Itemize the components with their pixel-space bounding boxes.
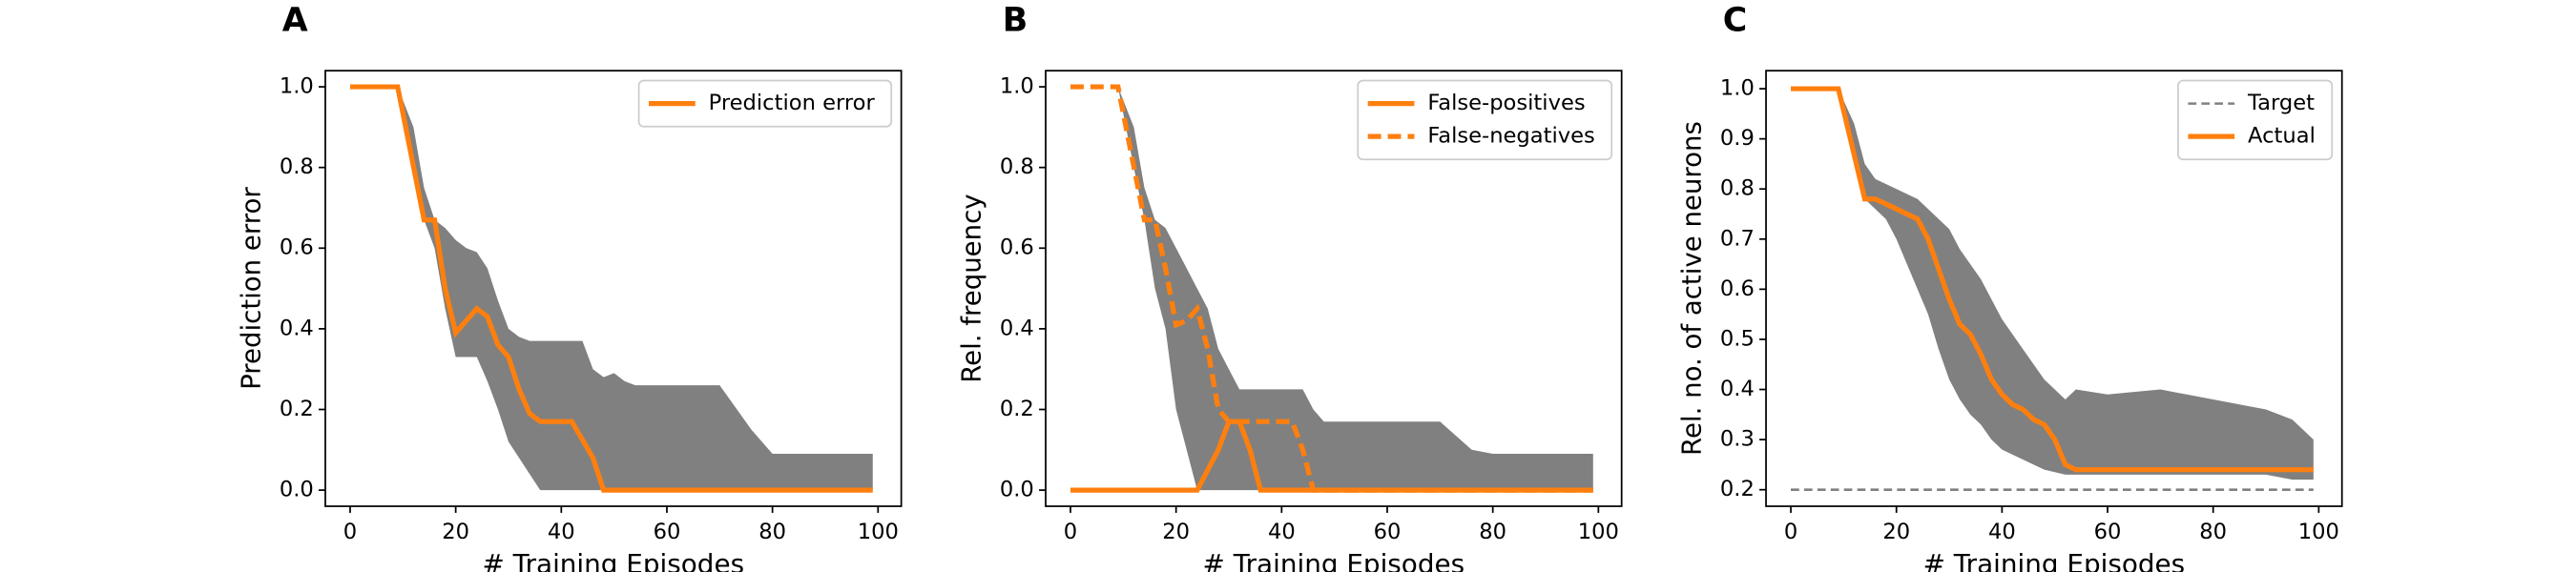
x-tick-label: 80 (758, 520, 786, 544)
legend-label: False-negatives (1427, 124, 1595, 149)
y-tick-label: 0.3 (1720, 427, 1755, 452)
y-tick-label: 0.8 (1720, 176, 1755, 201)
y-tick-label: 0.2 (1000, 397, 1034, 421)
legend-label: Prediction error (709, 91, 876, 115)
y-tick-label: 0.6 (1000, 235, 1034, 260)
y-tick-label: 1.0 (280, 74, 314, 99)
x-tick-label: 40 (548, 520, 575, 544)
y-tick-label: 0.4 (1000, 316, 1034, 340)
legend-label: False-positives (1427, 91, 1585, 115)
panel-label: A (282, 2, 308, 40)
x-tick-label: 20 (1162, 520, 1190, 544)
x-tick-label: 0 (343, 520, 357, 544)
x-tick-label: 100 (858, 520, 899, 544)
y-tick-label: 0.9 (1720, 126, 1755, 151)
legend-label: Actual (2248, 124, 2316, 149)
y-tick-label: 0.5 (1720, 327, 1755, 352)
y-tick-label: 1.0 (1000, 74, 1034, 99)
x-tick-label: 0 (1784, 520, 1797, 544)
panel-label: C (1723, 2, 1748, 40)
series-line (1791, 86, 2314, 473)
y-axis-label: Rel. no. of active neurons (1675, 121, 1707, 456)
x-tick-label: 40 (1268, 520, 1296, 544)
y-tick-label: 0.4 (280, 316, 314, 340)
y-tick-label: 0.4 (1720, 377, 1755, 401)
x-tick-label: 60 (654, 520, 681, 544)
x-axis-label: # Training Episodes (483, 548, 745, 572)
y-tick-label: 0.6 (280, 235, 314, 260)
series-line (1070, 84, 1593, 493)
y-tick-label: 1.0 (1720, 76, 1755, 101)
x-tick-label: 20 (1882, 520, 1910, 544)
y-tick-label: 0.6 (1720, 276, 1755, 301)
x-tick-label: 60 (1374, 520, 1402, 544)
y-tick-label: 0.7 (1720, 226, 1755, 251)
y-tick-label: 0.0 (1000, 478, 1034, 502)
legend-box (1357, 79, 1613, 161)
y-tick-label: 0.0 (280, 478, 314, 502)
legend-label: Target (2247, 91, 2315, 115)
x-tick-label: 60 (2094, 520, 2122, 544)
y-axis-label: Prediction error (235, 187, 266, 390)
legend: Target Actual (2177, 79, 2334, 161)
x-axis-label: # Training Episodes (1923, 548, 2186, 572)
legend-box (2177, 79, 2334, 161)
x-tick-label: 80 (1479, 520, 1506, 544)
axes-frame (1045, 70, 1623, 507)
axes-frame (324, 70, 903, 507)
std-band (1070, 87, 1593, 491)
y-axis-label: Rel. frequency (955, 194, 987, 382)
std-band (1791, 89, 2314, 480)
y-tick-label: 0.2 (280, 397, 314, 421)
x-tick-label: 20 (442, 520, 469, 544)
std-band (349, 87, 873, 491)
series-line (349, 84, 873, 493)
x-tick-label: 100 (2298, 520, 2339, 544)
legend: Prediction error (637, 79, 893, 128)
legend: False-positives False-negatives (1357, 79, 1613, 161)
y-tick-label: 0.8 (280, 154, 314, 179)
x-axis-label: # Training Episodes (1203, 548, 1465, 572)
x-tick-label: 40 (1988, 520, 2016, 544)
x-tick-label: 100 (1578, 520, 1619, 544)
y-tick-label: 0.8 (1000, 154, 1034, 179)
x-tick-label: 80 (2199, 520, 2227, 544)
x-tick-label: 0 (1064, 520, 1077, 544)
y-tick-label: 0.2 (1720, 477, 1755, 501)
legend-box (637, 79, 893, 128)
panel-label: B (1003, 2, 1028, 40)
